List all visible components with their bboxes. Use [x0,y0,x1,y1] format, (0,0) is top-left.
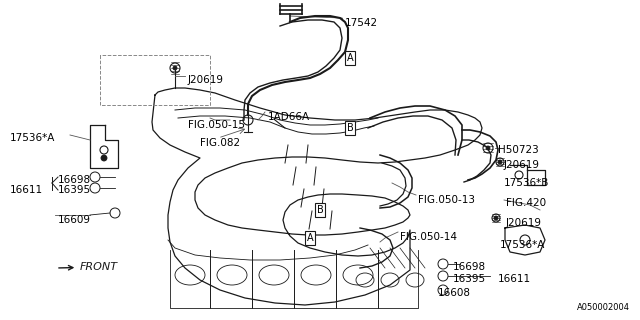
Text: 17536*A: 17536*A [10,133,56,143]
Circle shape [494,216,498,220]
Text: 16611: 16611 [498,274,531,284]
Text: FIG.050-14: FIG.050-14 [400,232,457,242]
Circle shape [498,160,502,164]
Text: 16611: 16611 [10,185,43,195]
Text: A050002004: A050002004 [577,303,630,312]
Text: 1AD66A: 1AD66A [268,112,310,122]
Text: 17542: 17542 [345,18,378,28]
Text: FRONT: FRONT [59,262,118,272]
Text: FIG.420: FIG.420 [506,198,546,208]
Text: FIG.050-13: FIG.050-13 [418,195,475,205]
Circle shape [486,146,490,150]
Text: 16698: 16698 [453,262,486,272]
Circle shape [101,155,107,161]
Text: 17536*A: 17536*A [500,240,545,250]
Circle shape [173,66,177,70]
Text: J20619: J20619 [504,160,540,170]
Text: 16608: 16608 [438,288,471,298]
Text: J20619: J20619 [506,218,542,228]
Text: FIG.082: FIG.082 [200,138,240,148]
Text: A: A [347,53,353,63]
Text: B: B [347,123,353,133]
Text: 16698: 16698 [58,175,91,185]
Text: B: B [317,205,323,215]
Text: 16395: 16395 [453,274,486,284]
Text: 16609: 16609 [58,215,91,225]
Text: 17536*B: 17536*B [504,178,549,188]
Text: H50723: H50723 [498,145,539,155]
Text: 16395: 16395 [58,185,91,195]
Text: A: A [307,233,314,243]
Text: FIG.050-15: FIG.050-15 [188,120,245,130]
Text: J20619: J20619 [188,75,224,85]
